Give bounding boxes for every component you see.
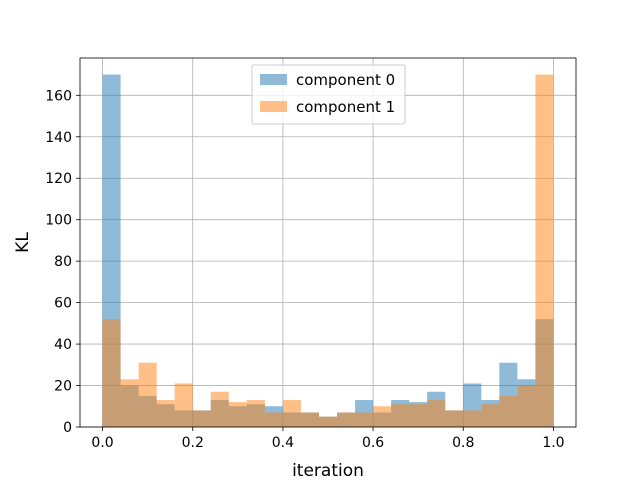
bars	[102, 74, 554, 428]
x-tick-label: 1.0	[542, 435, 564, 451]
bar-series-1	[337, 412, 356, 427]
bar-series-1	[264, 412, 283, 427]
x-axis-label: iteration	[292, 461, 364, 480]
legend-label: component 1	[296, 98, 395, 116]
axes-frame	[79, 57, 577, 428]
bar-series-1	[282, 400, 301, 427]
bar-series-1	[174, 383, 193, 427]
y-tick-label: 40	[54, 337, 72, 353]
bar-series-1	[517, 385, 536, 427]
legend-swatch	[260, 74, 287, 85]
bar-series-1	[210, 391, 229, 427]
y-axis-label: KL	[13, 232, 33, 253]
bar-series-1	[463, 410, 482, 427]
bar-series-1	[228, 402, 247, 427]
y-tick-label: 80	[54, 254, 72, 270]
y-tick-label: 0	[63, 420, 72, 436]
ticks: 0.0 0.2 0.4 0.6 0.8 1.0 0 20 40 60 80 100 120 140 160	[45, 88, 564, 451]
bar-series-1	[156, 400, 175, 427]
bar-series-1	[246, 400, 265, 427]
y-tick-label: 60	[54, 296, 72, 312]
bar-series-1	[120, 379, 139, 427]
legend-box	[251, 64, 406, 125]
x-tick-label: 0.8	[452, 435, 474, 451]
y-tick-label: 100	[45, 213, 72, 229]
bar-series-1	[355, 412, 374, 427]
bar-series-1	[427, 400, 446, 427]
x-tick-label: 0.4	[272, 435, 294, 451]
bar-series-1	[318, 416, 338, 427]
bar-series-1	[192, 410, 211, 427]
bar-series-1	[535, 74, 554, 428]
bar-series-1	[445, 410, 464, 427]
legend-label: component 0	[296, 71, 395, 89]
bar-series-1	[499, 395, 518, 427]
y-tick-label: 120	[45, 171, 72, 187]
x-tick-label: 0.0	[91, 435, 113, 451]
bar-series-1	[409, 404, 428, 427]
bar-series-1	[391, 404, 410, 427]
x-tick-label: 0.2	[182, 435, 204, 451]
bar-series-1	[300, 412, 319, 427]
legend: component 0 component 1	[251, 64, 406, 125]
y-tick-label: 20	[54, 379, 72, 395]
bar-series-1	[138, 362, 157, 427]
bar-series-1	[102, 319, 121, 427]
bar-series-1	[373, 406, 392, 427]
y-tick-label: 160	[45, 88, 72, 104]
x-tick-label: 0.6	[362, 435, 384, 451]
legend-swatch	[260, 101, 287, 112]
y-tick-label: 140	[45, 130, 72, 146]
bar-series-1	[481, 404, 500, 427]
